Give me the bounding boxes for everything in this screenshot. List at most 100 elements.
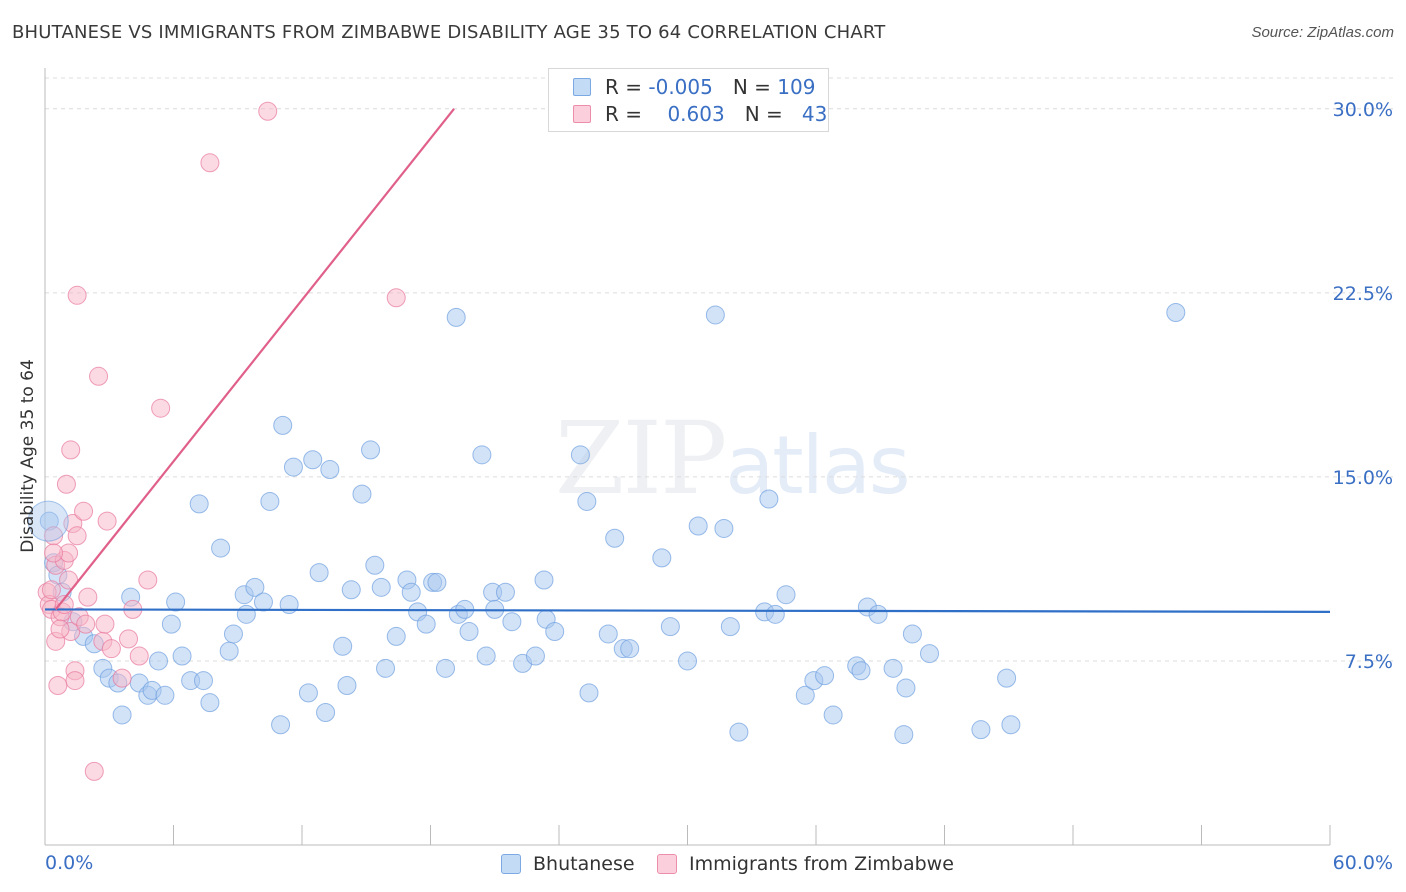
- x-tick-label: 60.0%: [1333, 852, 1393, 874]
- data-point: [472, 445, 492, 465]
- data-point: [446, 307, 466, 327]
- data-point: [283, 457, 303, 477]
- data-point: [401, 582, 421, 602]
- data-point: [155, 685, 175, 705]
- data-point: [598, 624, 618, 644]
- data-point: [298, 683, 318, 703]
- data-point: [61, 440, 81, 460]
- data-point: [65, 671, 85, 691]
- correlation-legend: R = -0.005 N = 109 R = 0.603 N = 43: [548, 68, 829, 132]
- data-point: [765, 604, 785, 624]
- data-point: [84, 761, 104, 781]
- data-point: [759, 489, 779, 509]
- data-point: [868, 604, 888, 624]
- data-point: [386, 288, 406, 308]
- tick-labels: 7.5% 15.0% 22.5% 30.0% 0.0% 60.0% Disability A…: [18, 99, 1393, 874]
- data-point: [44, 543, 64, 563]
- data-point: [74, 501, 94, 521]
- data-point: [525, 646, 545, 666]
- data-point: [112, 705, 132, 725]
- data-point: [620, 639, 640, 659]
- data-point: [200, 153, 220, 173]
- data-point: [371, 577, 391, 597]
- bottom-legend-swatch-zimbabwe: [657, 854, 677, 874]
- trend-lines: [44, 108, 1331, 613]
- y-tick-label: 15.0%: [1333, 467, 1393, 489]
- data-point: [161, 614, 181, 634]
- bottom-legend-label-zimbabwe: Immigrants from Zimbabwe: [689, 853, 954, 875]
- legend-n-value: 109: [777, 75, 816, 99]
- data-point: [823, 705, 843, 725]
- data-point: [59, 570, 79, 590]
- data-point: [151, 398, 171, 418]
- watermark-atlas: atlas: [725, 419, 910, 512]
- data-point: [660, 617, 680, 637]
- data-point: [258, 101, 278, 121]
- data-point: [337, 675, 357, 695]
- legend-swatch-zimbabwe: [573, 105, 591, 123]
- data-point: [545, 622, 565, 642]
- data-point: [920, 644, 940, 664]
- data-point: [48, 675, 68, 695]
- data-point: [776, 585, 796, 605]
- y-tick-label: 22.5%: [1333, 283, 1393, 305]
- data-point: [211, 538, 231, 558]
- legend-swatch-bhutanese: [573, 78, 591, 96]
- bottom-legend-zimbabwe: Immigrants from Zimbabwe: [657, 852, 954, 876]
- data-point: [95, 614, 115, 634]
- data-point: [76, 614, 96, 634]
- trend-line-bhutanese: [44, 608, 1331, 613]
- data-point: [534, 570, 554, 590]
- data-point: [688, 516, 708, 536]
- data-point: [815, 666, 835, 686]
- data-point: [386, 626, 406, 646]
- data-points: [27, 101, 1186, 781]
- data-point: [729, 722, 749, 742]
- data-point: [112, 668, 132, 688]
- data-point: [851, 661, 871, 681]
- data-point: [119, 629, 139, 649]
- data-point: [253, 592, 273, 612]
- data-point: [97, 511, 117, 531]
- data-point: [495, 582, 515, 602]
- data-point: [172, 646, 192, 666]
- data-point: [67, 285, 87, 305]
- data-point: [27, 500, 69, 542]
- legend-row-bhutanese: R = -0.005 N = 109: [573, 74, 815, 100]
- bottom-legend-label-bhutanese: Bhutanese: [533, 853, 635, 875]
- data-point: [502, 612, 522, 632]
- data-point: [193, 671, 213, 691]
- data-point: [129, 646, 149, 666]
- data-point: [570, 445, 590, 465]
- data-point: [579, 683, 599, 703]
- y-axis-title: Disability Age 35 to 64: [18, 359, 38, 553]
- data-point: [883, 658, 903, 678]
- data-point: [149, 651, 169, 671]
- data-point: [333, 636, 353, 656]
- data-point: [341, 580, 361, 600]
- chart-title: BHUTANESE VS IMMIGRANTS FROM ZIMBABWE DI…: [12, 22, 886, 43]
- data-point: [459, 622, 479, 642]
- axes: [44, 68, 1331, 846]
- data-point: [894, 725, 914, 745]
- data-point: [320, 460, 340, 480]
- data-point: [427, 572, 447, 592]
- data-point: [316, 702, 336, 722]
- data-point: [245, 577, 265, 597]
- data-point: [705, 305, 725, 325]
- x-tick-label: 0.0%: [45, 852, 93, 874]
- data-point: [435, 658, 455, 678]
- legend-row-zimbabwe: R = 0.603 N = 43: [573, 101, 827, 127]
- data-point: [41, 580, 61, 600]
- legend-r-label: R =: [605, 102, 643, 126]
- data-point: [189, 494, 209, 514]
- data-point: [902, 624, 922, 644]
- trend-line-zimbabwe: [54, 108, 455, 611]
- legend-n-value: 43: [801, 102, 828, 126]
- y-tick-label: 30.0%: [1333, 99, 1393, 121]
- data-point: [78, 587, 98, 607]
- y-tick-label: 7.5%: [1345, 651, 1393, 673]
- data-point: [303, 450, 323, 470]
- data-point: [720, 617, 740, 637]
